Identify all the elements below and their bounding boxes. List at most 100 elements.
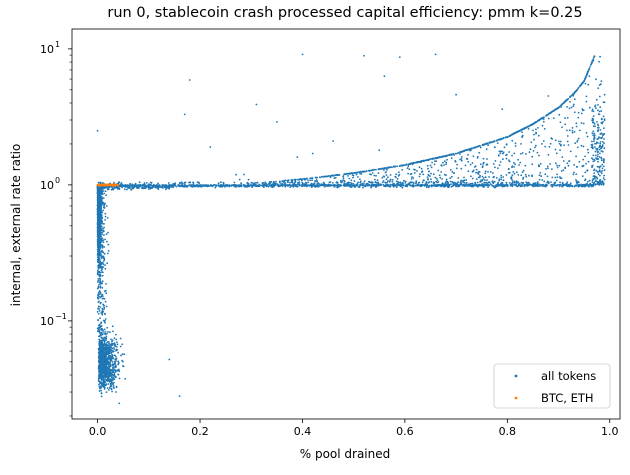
data-point (450, 175, 453, 178)
data-point (97, 239, 100, 242)
data-point (589, 66, 591, 68)
data-point (101, 237, 104, 240)
data-point (100, 217, 102, 220)
data-point (98, 249, 101, 252)
data-point (538, 183, 540, 186)
data-point (112, 376, 115, 379)
data-point (203, 184, 206, 187)
data-point (417, 181, 420, 184)
data-point (434, 160, 436, 163)
data-point (98, 356, 100, 358)
data-point (104, 238, 106, 241)
data-point (427, 186, 430, 189)
data-point (111, 369, 113, 372)
data-point (332, 174, 334, 177)
data-point (586, 73, 588, 75)
data-point (456, 163, 459, 166)
data-point (103, 332, 106, 335)
data-point (550, 137, 553, 140)
data-point (98, 281, 101, 284)
data-point (217, 184, 220, 186)
data-point (324, 186, 326, 188)
data-point (292, 183, 295, 186)
data-point (397, 174, 400, 177)
data-point (590, 62, 593, 64)
data-point (467, 170, 470, 173)
data-point (103, 298, 106, 300)
data-point (104, 321, 106, 324)
data-point (100, 378, 103, 381)
data-point (473, 183, 476, 186)
data-point (209, 184, 212, 187)
data-point (366, 182, 369, 185)
data-point (121, 353, 124, 355)
data-point (445, 174, 447, 177)
data-point (156, 186, 159, 189)
data-point (505, 174, 508, 176)
data-point (500, 176, 502, 179)
data-point (100, 370, 103, 372)
data-point (439, 156, 442, 159)
data-point (535, 131, 537, 134)
data-point (101, 295, 104, 298)
data-point (356, 171, 359, 174)
data-point (407, 165, 410, 168)
data-point (106, 378, 109, 381)
data-point (101, 312, 104, 314)
data-point (100, 389, 103, 392)
data-point (111, 325, 114, 328)
data-point (104, 312, 106, 315)
data-point (289, 181, 291, 184)
data-point (559, 176, 561, 178)
data-point (99, 279, 101, 282)
data-point (455, 152, 457, 155)
data-point (333, 186, 336, 188)
data-point (240, 184, 243, 187)
data-point (107, 372, 109, 375)
data-point (488, 176, 490, 178)
data-point (398, 171, 400, 174)
data-point (271, 186, 274, 189)
data-point (487, 186, 489, 189)
data-point (459, 153, 461, 155)
data-point (581, 175, 584, 178)
data-point (443, 186, 445, 188)
data-point (369, 184, 372, 187)
data-point (125, 185, 128, 187)
data-point (165, 184, 168, 187)
data-point (102, 209, 105, 212)
data-point (455, 167, 458, 170)
data-point (383, 167, 385, 170)
data-point (172, 182, 175, 185)
data-point (572, 94, 575, 97)
data-point (525, 153, 527, 155)
data-point (585, 100, 588, 103)
data-point (96, 270, 99, 272)
data-point (449, 169, 452, 171)
data-point (98, 245, 101, 247)
data-point (597, 104, 599, 106)
data-point (97, 297, 99, 300)
data-point (102, 227, 104, 230)
data-point (238, 185, 241, 188)
data-point (471, 177, 474, 180)
data-point (101, 261, 104, 264)
data-point (98, 365, 101, 367)
data-point (109, 385, 112, 388)
data-point (560, 170, 563, 172)
data-point (98, 343, 101, 346)
data-point (97, 234, 100, 236)
data-point (398, 165, 401, 168)
data-point (422, 173, 425, 176)
data-point (401, 186, 404, 189)
data-point (559, 183, 562, 186)
data-point (480, 179, 482, 182)
data-point (104, 190, 107, 193)
data-point (421, 181, 424, 184)
data-point (425, 186, 428, 189)
data-point (110, 356, 113, 358)
data-point (497, 167, 499, 170)
data-point (391, 166, 393, 169)
data-point (562, 160, 565, 162)
data-point (543, 180, 546, 183)
